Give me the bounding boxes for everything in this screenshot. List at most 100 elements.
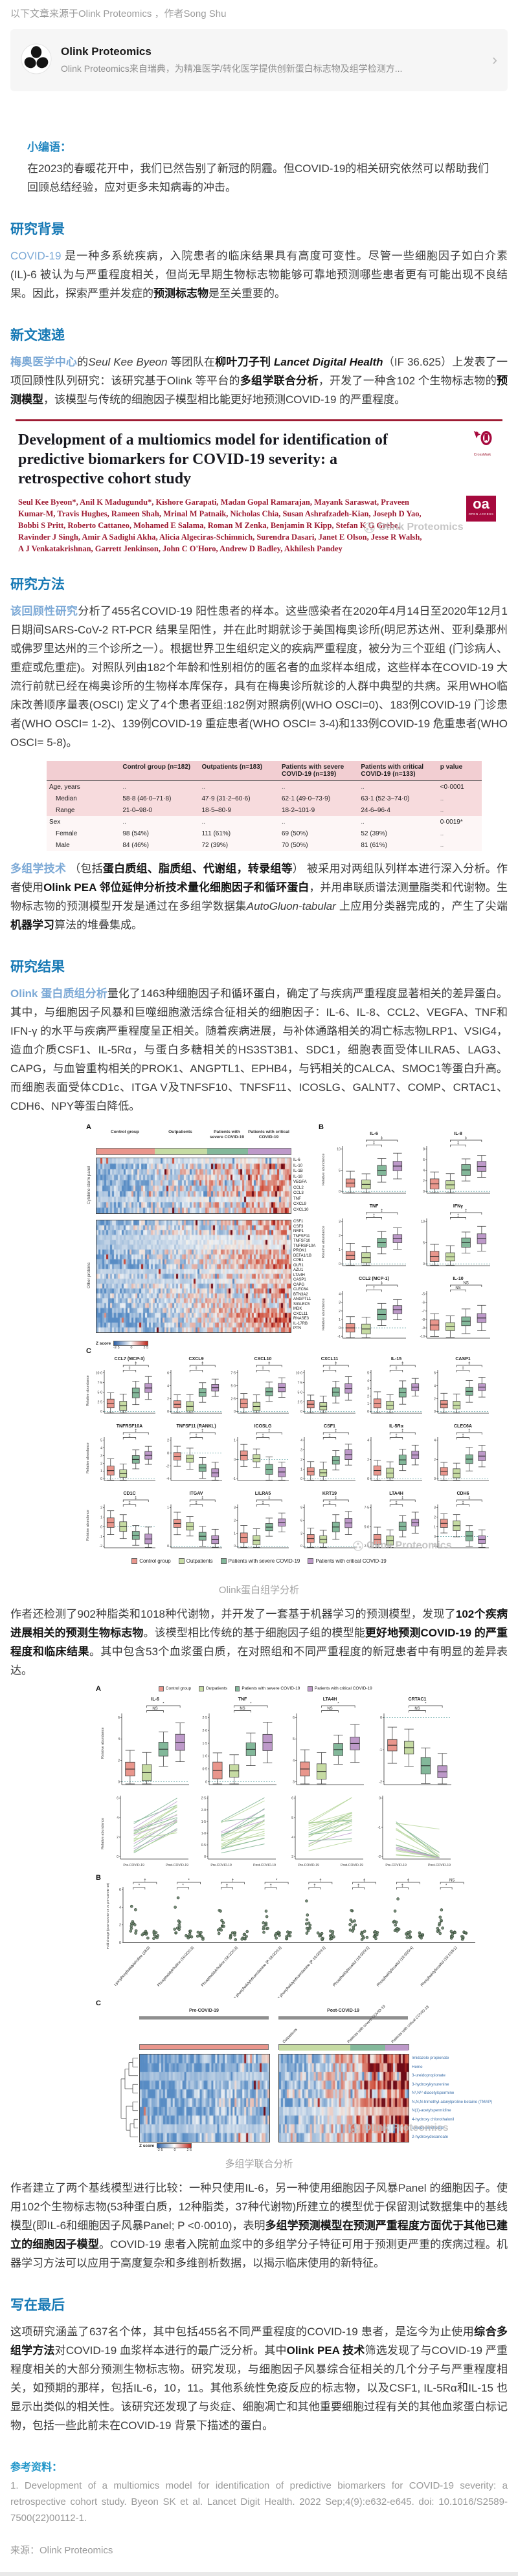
svg-text:IL-6: IL-6	[370, 1132, 378, 1136]
svg-text:0: 0	[434, 1477, 436, 1481]
svg-text:4: 4	[339, 1293, 341, 1297]
svg-text:Phosphatidylinositol (18:1/18:: Phosphatidylinositol (18:1/18:1)	[420, 1946, 458, 1987]
svg-text:6: 6	[423, 1158, 425, 1162]
dendrogram	[120, 2058, 138, 2137]
svg-text:‡: ‡	[373, 1214, 375, 1218]
svg-text:CASP1: CASP1	[455, 1357, 470, 1361]
editor-note-label: 小编语：	[27, 141, 71, 153]
svg-text:4: 4	[434, 1438, 436, 1442]
svg-text:TNFRSF10A: TNFRSF10A	[117, 1424, 142, 1429]
svg-text:‡: ‡	[201, 1497, 203, 1501]
svg-text:‡: ‡	[395, 1434, 397, 1438]
svg-text:2: 2	[339, 1310, 341, 1314]
axis-label: Relative abundance	[86, 1442, 90, 1473]
source-label: 来源：	[10, 2545, 40, 2556]
svg-text:4: 4	[291, 1836, 293, 1840]
svg-text:Pre-COVID-19: Pre-COVID-19	[123, 1864, 144, 1867]
svg-text:1: 1	[234, 1438, 236, 1442]
svg-text:6: 6	[434, 1371, 436, 1375]
cohort-table: Control group (n=182) Outpatients (n=183)…	[47, 761, 482, 851]
panel-letter-B: B	[319, 1123, 324, 1131]
svg-text:3: 3	[434, 1506, 436, 1510]
editor-note: 小编语： 在2023的春暖花开中，我们已然告别了新冠的阴霾。但COVID-19的…	[27, 138, 489, 197]
fig1-panelC-plot: CD1C -2 -1 0 1 2 ‡ ‡	[95, 1490, 157, 1556]
svg-text:‡: ‡	[395, 1501, 397, 1505]
figure-legend: Control group Outpatients Patients with se…	[97, 1686, 434, 1691]
editor-note-text: 在2023的春暖花开中，我们已然告别了新冠的阴霾。但COVID-19的相关研究依…	[27, 162, 489, 193]
article-page: 以下文章来源于Olink Proteomics ，作者Song Shu Olin…	[0, 6, 518, 2576]
boxplot-CASP1: CASP1 0 2 4 6 ‡ ‡	[434, 1357, 489, 1414]
svg-text:0: 0	[100, 1410, 102, 1414]
fig1-panelB-plot: TNF 0 1 2 3 ‡ ‡	[332, 1202, 408, 1274]
svg-text:1·0: 1·0	[201, 1832, 206, 1836]
section-heading-methods: 研究方法	[10, 577, 65, 592]
svg-text:‡: ‡	[335, 1497, 337, 1501]
svg-text:6: 6	[167, 1371, 169, 1375]
svg-text:1: 1	[234, 1532, 236, 1536]
svg-text:2: 2	[119, 1924, 121, 1928]
lineplot-IL-6: 0 2 4 6 Pre-COVID-19 Post-COVID-19	[117, 1796, 188, 1867]
svg-text:1·5: 1·5	[201, 1820, 206, 1824]
post-group-bar	[278, 2044, 409, 2051]
table-row: Age, years........ <0·0001	[47, 780, 482, 793]
svg-text:‡: ‡	[128, 1501, 130, 1505]
section-heading-results: 研究结果	[10, 960, 65, 974]
svg-text:3: 3	[234, 1506, 236, 1510]
svg-text:2: 2	[100, 1462, 102, 1466]
svg-text:-1: -1	[232, 1477, 236, 1481]
svg-text:NS: NS	[240, 1707, 245, 1711]
boxplot-TNF: TNF 0 1 2 3 ‡ ‡	[339, 1204, 406, 1266]
fold-change-strip-plot: 0 2 4 6 Fold change (post-COVID-19 vs pre-CO…	[106, 1879, 475, 2005]
panel-letter-C: C	[86, 1347, 91, 1355]
svg-text:‡: ‡	[135, 1362, 137, 1366]
svg-text:5·0: 5·0	[298, 1391, 303, 1394]
svg-text:-1: -1	[99, 1535, 102, 1539]
svg-text:‡: ‡	[373, 1141, 375, 1145]
legend-swatch	[178, 1558, 185, 1564]
svg-text:0: 0	[234, 1410, 236, 1414]
group-header: Patients with severe COVID-19	[209, 1130, 245, 1139]
boxplot-CXCL9: CXCL9 0 2 4 6 ‡ ‡	[167, 1357, 222, 1414]
boxplot-CCL2 (MCP-1): CCL2 (MCP-1) -1 0 1 2 3 4 ‡ †	[337, 1277, 406, 1339]
reference-text: 1. Development of a multiomics model for…	[10, 2480, 508, 2524]
svg-text:3: 3	[100, 1454, 102, 1458]
svg-text:2: 2	[434, 1458, 436, 1462]
svg-text:3: 3	[339, 1301, 341, 1305]
boxplot-IL-8: IL-8 0 2 4 6 8 ‡ ‡	[423, 1132, 490, 1194]
paper-screenshot: CrossMark Development of a multiomics mo…	[16, 419, 502, 553]
svg-text:-5: -5	[422, 1293, 425, 1297]
svg-text:4: 4	[100, 1446, 102, 1450]
axis-label: Relative abundance	[101, 1818, 105, 1850]
boxplot-KRT19: KRT19 0 3 6 9 ‡ ‡	[300, 1492, 355, 1548]
svg-text:4: 4	[423, 1169, 425, 1172]
svg-text:‡: ‡	[357, 1884, 359, 1888]
svg-text:†: †	[232, 1879, 234, 1883]
svg-text:IFNγ: IFNγ	[453, 1204, 463, 1209]
svg-text:Fold change (post-COVID-19 vs: Fold change (post-COVID-19 vs pre-COVID-…	[106, 1883, 110, 1949]
fig1-panelB-plot: IL-6 0 5 10 ‡ ‡	[332, 1130, 408, 1202]
svg-text:*: *	[182, 1884, 184, 1888]
group-header: Patients with critical COVID-19	[248, 1130, 289, 1139]
axis-label: Relative abundance	[101, 1727, 105, 1759]
svg-text:CXCL9: CXCL9	[189, 1357, 204, 1361]
svg-text:Phosphatidylinositol (18:0/20:: Phosphatidylinositol (18:0/20:4)	[376, 1946, 414, 1987]
svg-text:0: 0	[205, 1780, 207, 1784]
fig1-panelC-plot: CLEC6A 0 2 4 ‡ ‡	[428, 1422, 491, 1489]
svg-text:‡: ‡	[457, 1141, 459, 1145]
watermark: Olink Proteomics	[350, 2122, 449, 2134]
svg-text:4: 4	[293, 1759, 295, 1763]
legend-swatch	[308, 1686, 313, 1691]
svg-text:0: 0	[434, 1410, 436, 1414]
source-account-card[interactable]: Olink Proteomics Olink Proteomics来自瑞典，为精…	[10, 29, 508, 91]
svg-text:NS: NS	[414, 1707, 420, 1711]
table-col-header: Control group (n=182)	[120, 761, 199, 781]
chevron-right-icon[interactable]: ›	[492, 51, 497, 69]
svg-text:‡: ‡	[401, 1884, 403, 1888]
legend-item: Patients with critical COVID-19	[308, 1558, 387, 1564]
svg-text:2: 2	[100, 1506, 102, 1510]
svg-text:CCL2 (MCP-1): CCL2 (MCP-1)	[359, 1277, 389, 1281]
svg-text:CXCL11: CXCL11	[321, 1357, 339, 1361]
svg-text:-1: -1	[378, 1826, 381, 1830]
svg-text:‡: ‡	[135, 1429, 137, 1433]
svg-text:2: 2	[423, 1180, 425, 1183]
